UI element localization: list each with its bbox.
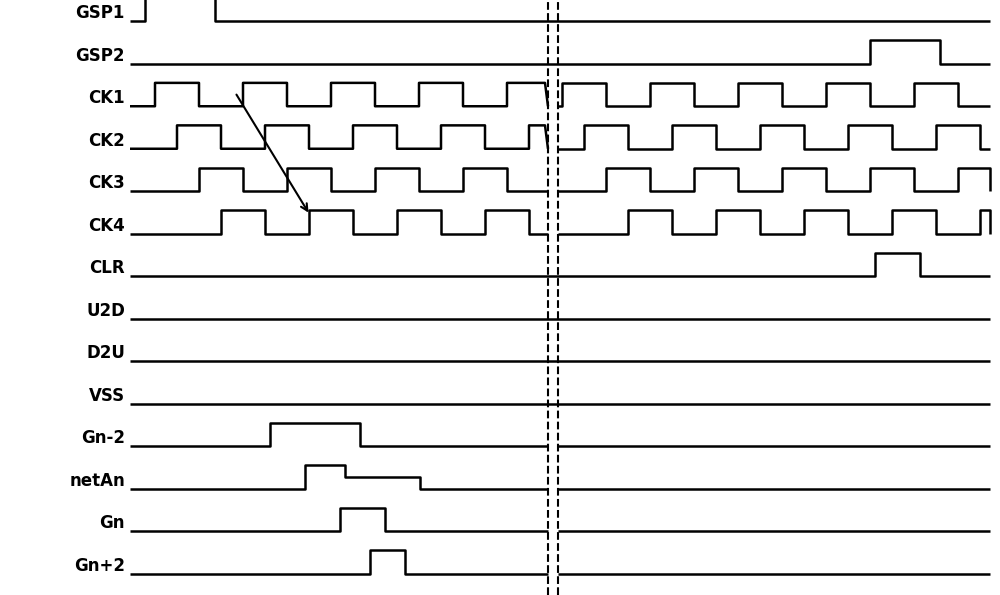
Text: Gn-2: Gn-2: [81, 429, 125, 447]
Text: VSS: VSS: [89, 387, 125, 405]
Text: GSP2: GSP2: [76, 46, 125, 65]
Text: CLR: CLR: [89, 259, 125, 277]
Text: netAn: netAn: [69, 472, 125, 490]
Text: U2D: U2D: [86, 302, 125, 320]
Text: CK3: CK3: [88, 174, 125, 192]
Text: CK1: CK1: [88, 89, 125, 107]
Text: D2U: D2U: [86, 344, 125, 362]
Text: CK2: CK2: [88, 131, 125, 149]
Text: GSP1: GSP1: [76, 4, 125, 22]
Text: CK4: CK4: [88, 217, 125, 234]
Text: Gn+2: Gn+2: [74, 556, 125, 575]
Text: Gn: Gn: [100, 514, 125, 532]
